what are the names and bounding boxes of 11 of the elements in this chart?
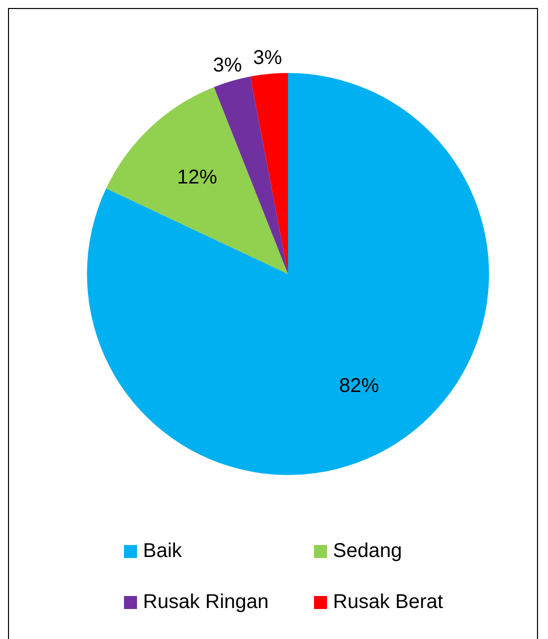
legend-label: Baik (143, 540, 182, 563)
data-label: 3% (213, 54, 242, 77)
pie-slice (106, 87, 288, 274)
legend-label: Sedang (333, 540, 402, 563)
data-label: 3% (253, 46, 282, 69)
data-label: 82% (339, 375, 380, 398)
legend-label: Rusak Berat (333, 591, 444, 614)
legend-label: Rusak Ringan (143, 591, 269, 614)
pie-slice (87, 73, 489, 475)
pie-slice (250, 73, 288, 274)
data-label: 12% (177, 166, 218, 188)
